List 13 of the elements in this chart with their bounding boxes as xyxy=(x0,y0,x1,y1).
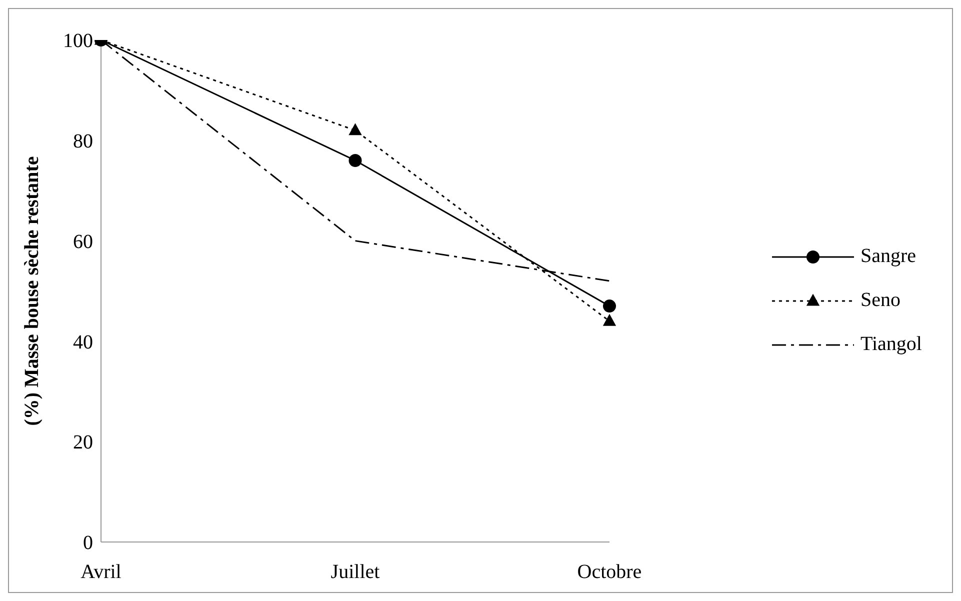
y-tick-label: 0 xyxy=(83,532,93,554)
x-tick-label: Octobre xyxy=(577,561,642,584)
y-tick-label: 40 xyxy=(73,331,93,354)
x-tick-label: Avril xyxy=(80,561,122,584)
legend-label: Tiangol xyxy=(860,333,922,356)
y-tick-label: 80 xyxy=(73,130,93,152)
legend-label: Sangre xyxy=(860,245,916,268)
x-tick-label: Juillet xyxy=(330,561,380,584)
y-tick-label: 60 xyxy=(73,230,93,253)
legend-label: Seno xyxy=(860,289,900,312)
y-axis-title: (%) Masse bouse sèche restante xyxy=(21,156,44,426)
y-tick-label: 20 xyxy=(73,432,93,454)
y-tick-label: 100 xyxy=(63,30,93,52)
